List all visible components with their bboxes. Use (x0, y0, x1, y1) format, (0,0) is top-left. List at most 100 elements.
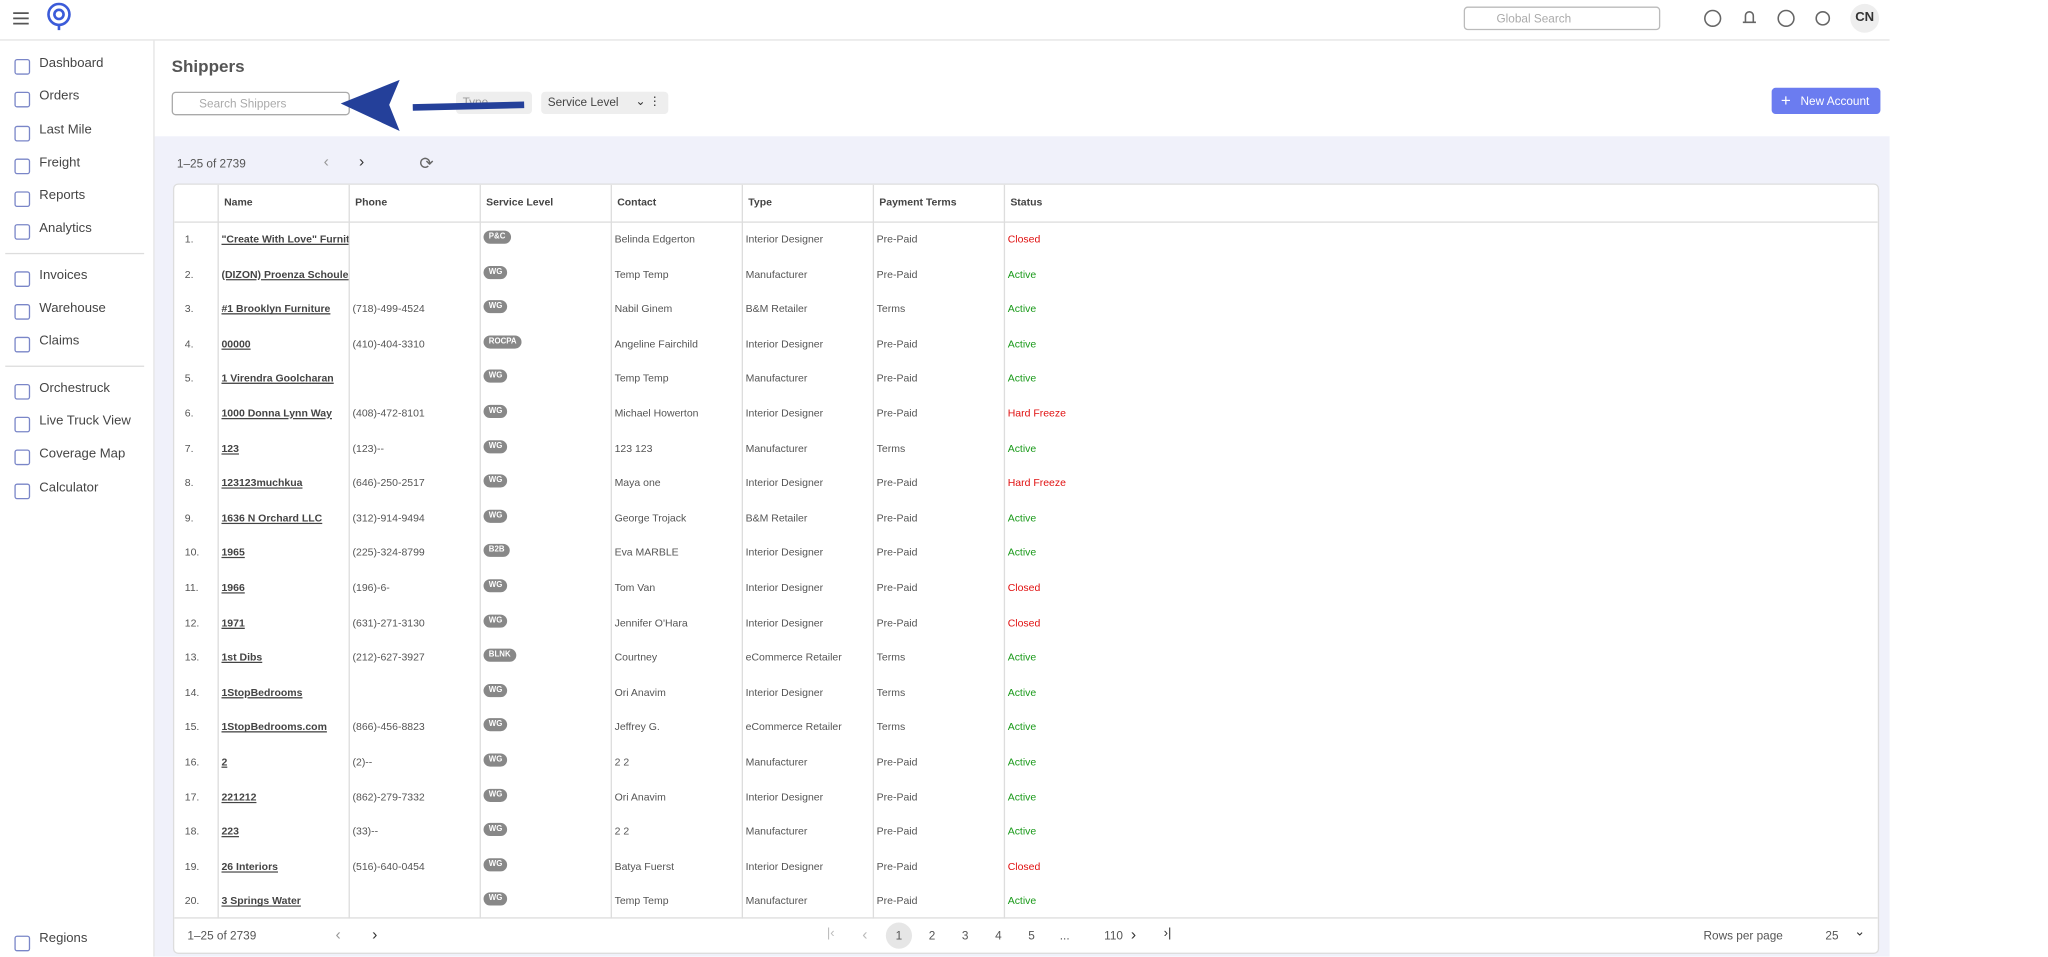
button-label: New Account (1800, 94, 1870, 108)
shipper-link[interactable]: 223 (221, 825, 239, 838)
nav-item[interactable]: Freight (39, 155, 81, 171)
service-badge: B2B (483, 544, 510, 558)
nav-icon (14, 158, 31, 175)
new-account-button[interactable]: + New Account (1771, 87, 1881, 115)
shipper-link[interactable]: 123123muchkua (221, 477, 303, 490)
page-button[interactable]: 3 (961, 929, 969, 943)
shipper-link[interactable]: 1000 Donna Lynn Way (221, 407, 332, 420)
row-number: 15. (184, 721, 200, 734)
nav-item[interactable]: Reports (39, 188, 86, 204)
shipper-link[interactable]: 2 (221, 756, 228, 768)
avatar[interactable]: CN (1850, 3, 1880, 33)
page-button[interactable]: ... (1059, 929, 1070, 943)
shipper-link[interactable]: #1 Brooklyn Furniture (221, 302, 331, 315)
shipper-link[interactable]: "Create With Love" Furnitur (221, 233, 349, 246)
page-button[interactable]: 1 (885, 922, 913, 949)
service-badge: WG (483, 370, 508, 384)
shipper-link[interactable]: 1965 (221, 546, 245, 559)
shipper-link[interactable]: (DIZON) Proenza Schouler (221, 268, 349, 280)
shipper-link[interactable]: 1StopBedrooms.com (221, 721, 327, 734)
shipper-link[interactable]: 1 Virendra Goolcharan (221, 372, 334, 385)
nav-item[interactable]: Claims (39, 334, 80, 349)
page-button[interactable]: 2 (928, 929, 936, 943)
service-level-filter[interactable]: Service Level ⌄ ⋮ (541, 91, 669, 115)
shipper-link[interactable]: 3 Springs Water (221, 895, 301, 908)
service-badge: BLNK (483, 648, 516, 662)
service-badge: WG (483, 614, 508, 628)
terms-cell: Pre-Paid (876, 512, 918, 524)
shipper-link[interactable]: 1966 (221, 581, 245, 594)
shipper-link[interactable]: 1636 N Orchard LLC (221, 512, 323, 524)
contact-cell: Ori Anavim (614, 790, 666, 803)
nav-item[interactable]: Analytics (39, 221, 92, 236)
topbar (0, 0, 1890, 41)
phone-cell: (408)-472-8101 (352, 407, 425, 420)
row-number: 1. (184, 233, 194, 246)
nav-icon (14, 58, 31, 75)
type-cell: eCommerce Retailer (745, 721, 842, 734)
logo[interactable] (46, 2, 72, 32)
nav-item[interactable]: Orchestruck (39, 381, 110, 396)
status-cell: Active (1007, 721, 1037, 734)
type-cell: Interior Designer (745, 860, 824, 873)
contact-cell: Courtney (614, 651, 658, 664)
nav-item[interactable]: Orders (39, 89, 80, 104)
column-divider (1003, 184, 1006, 919)
row-number: 19. (184, 860, 200, 873)
row-number: 18. (184, 825, 200, 838)
rows-per-page[interactable]: 25 (1825, 929, 1839, 943)
shipper-search[interactable]: Search Shippers (171, 91, 350, 116)
nav-item[interactable]: Warehouse (39, 301, 106, 316)
phone-cell: (123)-- (352, 442, 384, 455)
global-search[interactable]: Global Search (1463, 6, 1661, 31)
nav-item[interactable]: Calculator (39, 480, 99, 496)
status-cell: Closed (1007, 860, 1041, 873)
shipper-link[interactable]: 123 (221, 442, 239, 455)
terms-cell: Pre-Paid (876, 581, 918, 594)
nav-icon (14, 224, 31, 240)
service-badge: WG (483, 858, 508, 872)
page-button[interactable]: 5 (1028, 929, 1035, 943)
column-divider (479, 184, 481, 919)
page-title: Shippers (171, 56, 245, 77)
shipper-link[interactable]: 00000 (221, 337, 251, 350)
service-badge: WG (483, 718, 508, 732)
phone-cell: (631)-271-3130 (352, 616, 425, 629)
nav-item[interactable]: Invoices (39, 268, 88, 284)
nav-item[interactable]: Dashboard (39, 56, 104, 71)
phone-cell: (2)-- (352, 756, 373, 768)
row-number: 10. (184, 546, 200, 559)
top-icons[interactable] (1704, 9, 1848, 27)
terms-cell: Pre-Paid (876, 756, 918, 768)
contact-cell: Ori Anavim (614, 686, 666, 699)
row-number: 5. (184, 372, 194, 385)
nav-item[interactable]: Regions (39, 931, 88, 947)
phone-cell: (33)-- (352, 825, 379, 838)
shipper-link[interactable]: 1StopBedrooms (221, 686, 303, 699)
shipper-link[interactable]: 1971 (221, 616, 245, 629)
shipper-link[interactable]: 1st Dibs (221, 651, 263, 664)
next-button: › (372, 925, 378, 944)
type-cell: B&M Retailer (745, 302, 808, 315)
status-cell: Active (1007, 302, 1037, 315)
contact-cell: Belinda Edgerton (614, 233, 696, 246)
menu-button[interactable] (13, 12, 29, 25)
annotation-arrow (340, 79, 525, 132)
nav-icon (14, 935, 31, 952)
column-divider (348, 184, 350, 919)
contact-cell: Temp Temp (614, 372, 669, 385)
shipper-link[interactable]: 221212 (221, 790, 257, 803)
nav-item[interactable]: Coverage Map (39, 446, 126, 462)
refresh-button[interactable]: ⟳ (419, 153, 434, 173)
phone-cell: (516)-640-0454 (352, 860, 425, 873)
terms-cell: Pre-Paid (876, 546, 918, 559)
contact-cell: Michael Howerton (614, 407, 699, 420)
page-button[interactable]: 110 (1104, 929, 1123, 943)
shipper-link[interactable]: 26 Interiors (221, 860, 278, 873)
terms-cell: Terms (876, 721, 906, 734)
nav-item[interactable]: Live Truck View (39, 414, 131, 429)
row-number: 11. (184, 581, 199, 594)
page-button[interactable]: 4 (995, 929, 1002, 943)
next-page: › (1130, 925, 1137, 944)
nav-item[interactable]: Last Mile (39, 123, 92, 138)
